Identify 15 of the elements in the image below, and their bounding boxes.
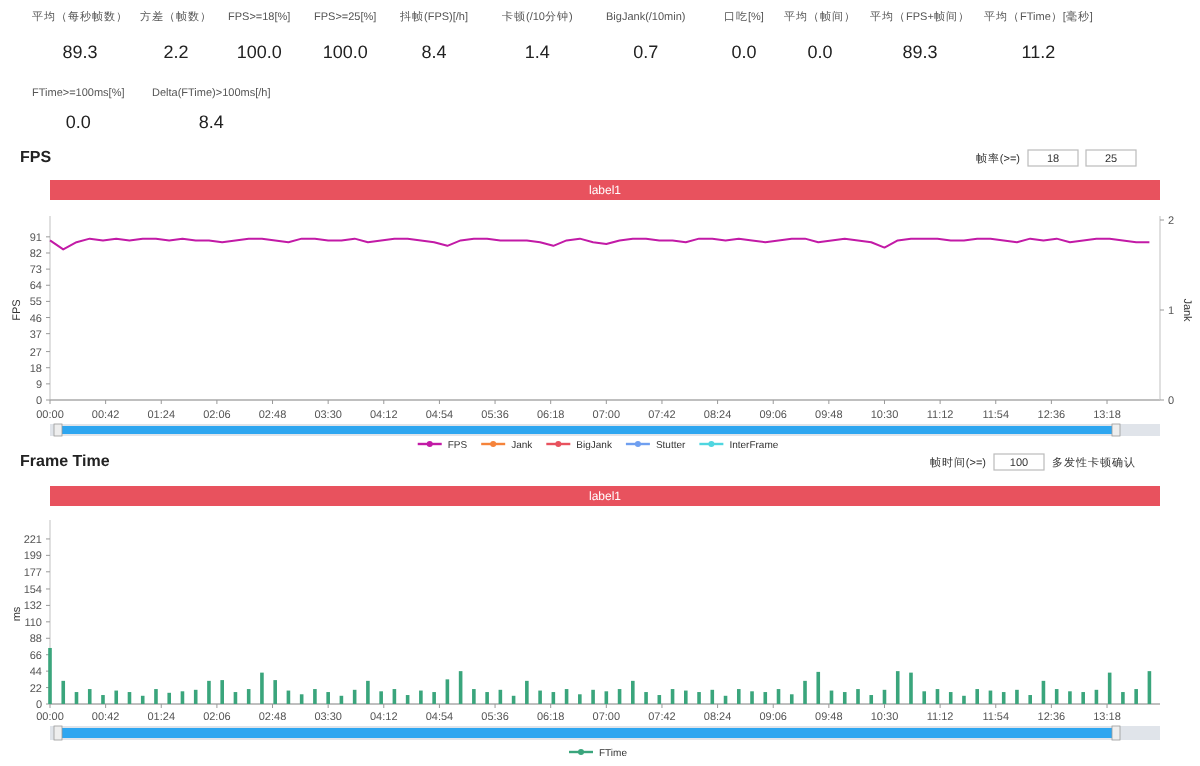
text: 89.3 [902, 42, 938, 62]
text: 100.0 [236, 42, 282, 62]
text: 0.0 [807, 42, 833, 62]
text: 100.0 [322, 42, 368, 62]
text: 2.2 [163, 42, 189, 62]
text: 0.0 [65, 112, 91, 132]
text: 8.4 [421, 42, 447, 62]
chart-title: FPS [20, 148, 53, 166]
text: 1.4 [524, 42, 550, 62]
text: 8.4 [198, 112, 224, 132]
chart-title: Frame Time [20, 452, 111, 470]
text: 0.7 [633, 42, 659, 62]
text: 89.3 [62, 42, 98, 62]
text: 11.2 [1021, 42, 1056, 62]
text: 0.0 [731, 42, 757, 62]
